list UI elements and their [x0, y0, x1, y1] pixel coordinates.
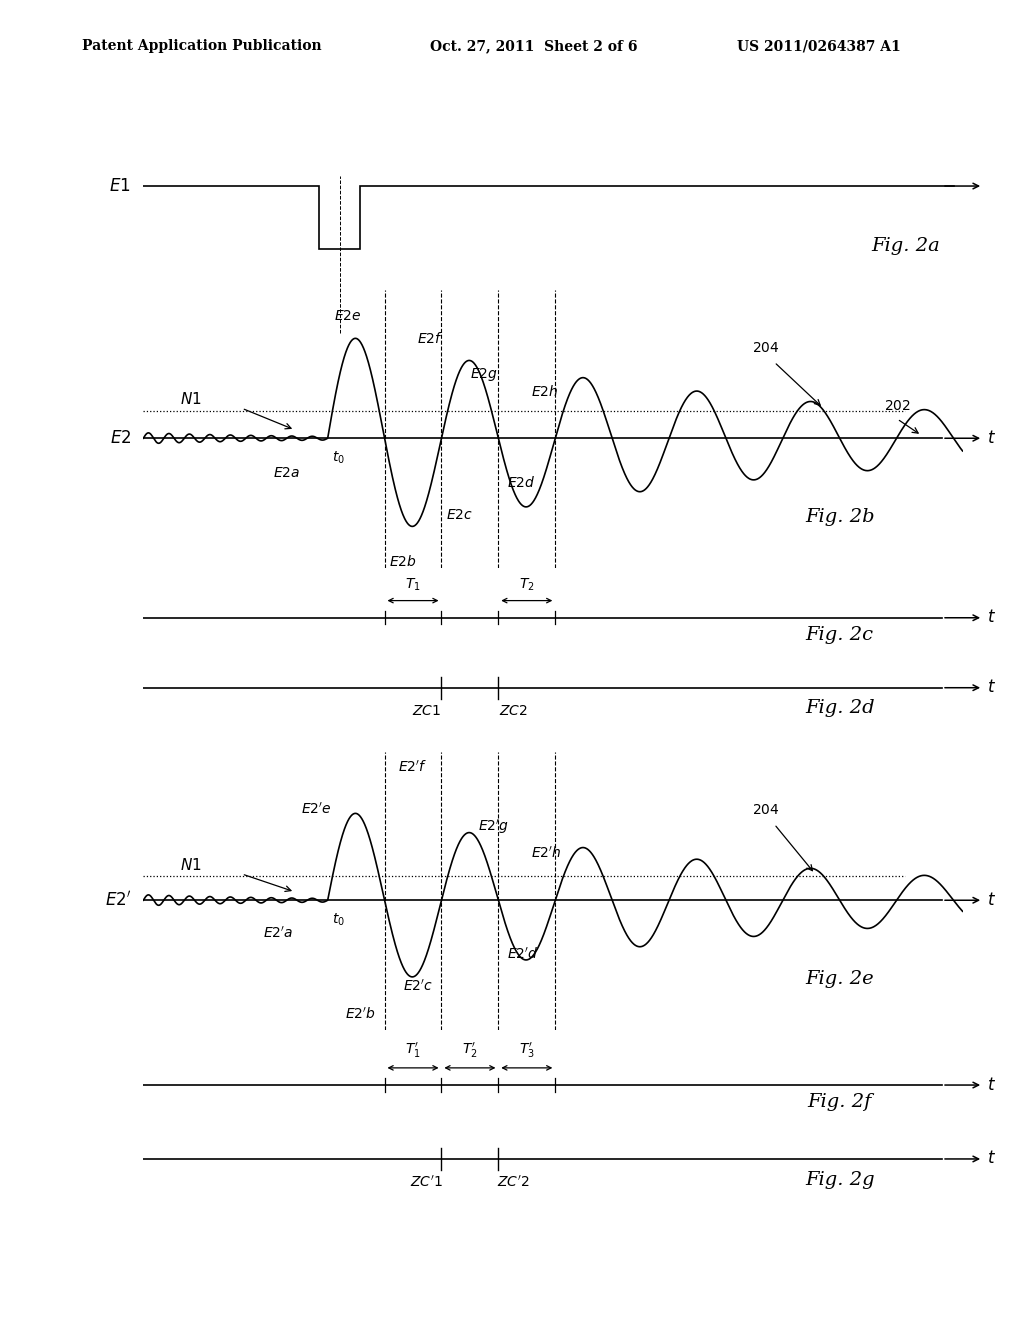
Text: $E2'b$: $E2'b$ [345, 1006, 377, 1022]
Text: $E2'a$: $E2'a$ [263, 925, 294, 941]
Text: $E2e$: $E2e$ [334, 309, 361, 323]
Text: Fig. 2e: Fig. 2e [805, 970, 874, 987]
Text: $N1$: $N1$ [180, 857, 202, 873]
Text: $E2g$: $E2g$ [470, 366, 498, 383]
Text: Fig. 2b: Fig. 2b [805, 508, 874, 525]
Text: $204$: $204$ [752, 803, 780, 817]
Text: Patent Application Publication: Patent Application Publication [82, 40, 322, 53]
Text: Fig. 2d: Fig. 2d [805, 700, 874, 717]
Text: $T_3'$: $T_3'$ [519, 1040, 535, 1060]
Text: $E2c$: $E2c$ [445, 507, 473, 521]
Text: $E2'$: $E2'$ [104, 891, 131, 909]
Text: $202$: $202$ [884, 399, 910, 413]
Text: $E2h$: $E2h$ [530, 384, 558, 399]
Text: $t$: $t$ [987, 610, 995, 626]
Text: $t$: $t$ [987, 680, 995, 696]
Text: Oct. 27, 2011  Sheet 2 of 6: Oct. 27, 2011 Sheet 2 of 6 [430, 40, 638, 53]
Text: $T_1$: $T_1$ [406, 577, 421, 593]
Text: $t_0$: $t_0$ [332, 450, 345, 466]
Text: $E2'f$: $E2'f$ [398, 760, 428, 776]
Text: $t_0$: $t_0$ [332, 912, 345, 928]
Text: $E2b$: $E2b$ [389, 554, 417, 569]
Text: $E1$: $E1$ [110, 177, 131, 194]
Text: $t$: $t$ [987, 892, 995, 908]
Text: $N1$: $N1$ [180, 391, 202, 407]
Text: $E2'd$: $E2'd$ [507, 946, 539, 962]
Text: $E2f$: $E2f$ [417, 331, 443, 346]
Text: $t$: $t$ [987, 1151, 995, 1167]
Text: $T_1'$: $T_1'$ [406, 1040, 421, 1060]
Text: $T_2$: $T_2$ [519, 577, 535, 593]
Text: $E2'h$: $E2'h$ [530, 846, 561, 861]
Text: $t$: $t$ [987, 1077, 995, 1093]
Text: US 2011/0264387 A1: US 2011/0264387 A1 [737, 40, 901, 53]
Text: $ZC'2$: $ZC'2$ [497, 1175, 529, 1191]
Text: $E2'c$: $E2'c$ [403, 979, 433, 994]
Text: $E2d$: $E2d$ [507, 475, 535, 490]
Text: $ZC'1$: $ZC'1$ [411, 1175, 443, 1191]
Text: $t$: $t$ [987, 430, 995, 446]
Text: Fig. 2g: Fig. 2g [805, 1171, 874, 1188]
Text: $ZC1$: $ZC1$ [412, 704, 441, 718]
Text: Fig. 2a: Fig. 2a [870, 236, 940, 255]
Text: $204$: $204$ [752, 341, 780, 355]
Text: $E2'e$: $E2'e$ [301, 801, 332, 817]
Text: $T_2'$: $T_2'$ [462, 1040, 478, 1060]
Text: $E2$: $E2$ [110, 430, 131, 446]
Text: Fig. 2c: Fig. 2c [806, 626, 873, 644]
Text: $ZC2$: $ZC2$ [499, 704, 527, 718]
Text: $E2'g$: $E2'g$ [478, 817, 509, 836]
Text: $E2a$: $E2a$ [273, 466, 300, 480]
Text: Fig. 2f: Fig. 2f [808, 1093, 871, 1111]
